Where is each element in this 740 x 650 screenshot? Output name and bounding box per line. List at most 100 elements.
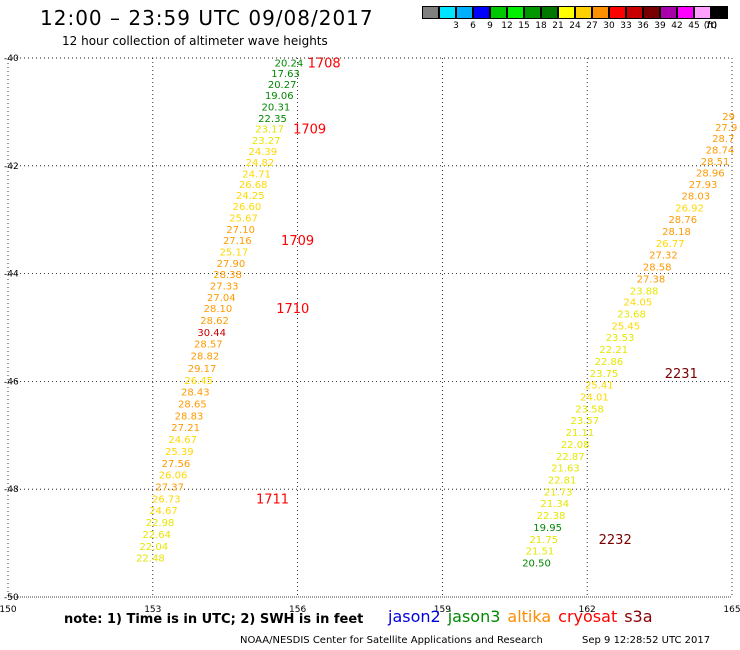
- x-tick-label: 153: [144, 605, 161, 615]
- legend-item-jason2: jason2: [388, 607, 441, 626]
- color-swatch: [524, 6, 541, 19]
- color-swatch-label: 24: [569, 21, 581, 31]
- x-tick-label: 156: [289, 605, 306, 615]
- footer-credit: NOAA/NESDIS Center for Satellite Applica…: [240, 635, 543, 646]
- swh-value: 26.77: [656, 239, 685, 250]
- swh-value: 23.53: [606, 333, 635, 344]
- swh-value: 22.86: [595, 357, 624, 368]
- swh-value: 23.75: [590, 369, 619, 380]
- swh-value: 28.62: [200, 316, 229, 327]
- swh-value: 22.81: [548, 475, 577, 486]
- y-tick-label: -46: [4, 377, 19, 387]
- swh-value: 22.87: [556, 452, 585, 463]
- swh-value: 21.63: [551, 464, 580, 475]
- color-swatch: [677, 6, 694, 19]
- swh-value: 24.67: [149, 506, 178, 517]
- swh-value: 22.21: [599, 345, 628, 356]
- swh-value: 28.74: [706, 146, 735, 157]
- time-label: 1709: [281, 234, 314, 249]
- swh-value: 29.17: [188, 364, 217, 375]
- swh-value: 25.39: [165, 447, 194, 458]
- swh-value: 26.73: [152, 494, 181, 505]
- color-swatch-label: 42: [671, 21, 683, 31]
- swh-value: 27.16: [223, 236, 252, 247]
- color-swatch: [490, 6, 507, 19]
- color-swatch-label: 21: [552, 21, 564, 31]
- swh-value: 23.57: [570, 416, 599, 427]
- swh-value: 28.43: [181, 388, 210, 399]
- color-swatch-label: 33: [620, 21, 632, 31]
- swh-value: 27.21: [171, 423, 200, 434]
- color-swatch: [422, 6, 439, 19]
- color-swatch-label: 6: [470, 21, 476, 31]
- swh-value: 27.9: [715, 123, 737, 134]
- color-swatch: [575, 6, 592, 19]
- swh-value: 22.35: [258, 114, 287, 125]
- x-tick-label: 159: [434, 605, 451, 615]
- swh-value: 28.10: [204, 304, 233, 315]
- time-label: 2231: [665, 367, 698, 382]
- swh-value: 26.68: [239, 180, 268, 191]
- swh-value: 23.58: [575, 404, 604, 415]
- footer-timestamp: Sep 9 12:28:52 UTC 2017: [582, 635, 711, 646]
- swh-value: 27.32: [649, 251, 678, 262]
- color-swatch-label: 9: [487, 21, 493, 31]
- swh-value: 27.93: [689, 180, 718, 191]
- y-tick-label: -42: [4, 162, 19, 172]
- color-swatch: [694, 6, 711, 19]
- swh-value: 28.83: [175, 411, 204, 422]
- swh-value: 22.04: [139, 542, 168, 553]
- legend-item-s3a: s3a: [624, 607, 653, 626]
- color-swatch-label: 27: [586, 21, 598, 31]
- swh-value: 21.51: [526, 547, 555, 558]
- swh-value: 27.38: [637, 274, 666, 285]
- color-swatch-label: 18: [535, 21, 547, 31]
- swh-value: 24.39: [249, 147, 278, 158]
- swh-value: 22.38: [537, 511, 566, 522]
- y-tick-label: -48: [4, 485, 19, 495]
- swh-value: 21.34: [541, 499, 570, 510]
- swh-value: 30.44: [197, 328, 226, 339]
- color-swatch: [643, 6, 660, 19]
- color-swatch: [541, 6, 558, 19]
- satellite-legend: jason2 jason3 altika cryosat s3a: [388, 607, 660, 626]
- swh-value: 23.68: [617, 309, 646, 320]
- swh-value: 19.06: [265, 91, 294, 102]
- swh-value: 28.76: [668, 215, 697, 226]
- swh-value: 27.90: [217, 259, 246, 270]
- swh-value: 28.58: [643, 263, 672, 274]
- color-swatch-label: 3: [453, 21, 459, 31]
- color-swatch: [592, 6, 609, 19]
- swh-value: 23.17: [255, 125, 284, 136]
- swh-value: 17.63: [271, 69, 300, 80]
- color-swatch-label: 45: [688, 21, 700, 31]
- color-scale-unit: (ft): [703, 21, 718, 31]
- color-swatch: [558, 6, 575, 19]
- swh-value: 28.03: [681, 191, 710, 202]
- swh-value: 20.27: [268, 80, 297, 91]
- swh-value: 24.71: [242, 169, 271, 180]
- swh-value: 27.33: [210, 281, 239, 292]
- swh-value: 26.92: [675, 203, 704, 214]
- swh-value: 28.96: [696, 168, 725, 179]
- color-swatch-label: 70: [705, 21, 717, 31]
- color-swatch: [711, 6, 728, 19]
- swh-value: 21.11: [566, 428, 595, 439]
- swh-value: 27.56: [162, 459, 191, 470]
- swh-value: 24.82: [246, 158, 275, 169]
- x-tick-label: 165: [723, 605, 740, 615]
- swh-value: 25.41: [585, 381, 614, 392]
- swh-value: 24.67: [168, 435, 197, 446]
- swh-value: 20.31: [262, 103, 291, 114]
- swh-value: 23.88: [630, 286, 659, 297]
- swh-value: 22.64: [142, 530, 171, 541]
- swh-value: 19.95: [533, 523, 562, 534]
- color-swatch: [507, 6, 524, 19]
- swh-value: 24.25: [236, 191, 265, 202]
- swh-value: 23.27: [252, 136, 281, 147]
- page-title: 12:00 – 23:59 UTC 09/08/2017: [40, 6, 374, 30]
- color-swatch: [609, 6, 626, 19]
- y-tick-label: -40: [4, 54, 19, 64]
- color-swatch: [660, 6, 677, 19]
- swh-value: 28.57: [194, 340, 223, 351]
